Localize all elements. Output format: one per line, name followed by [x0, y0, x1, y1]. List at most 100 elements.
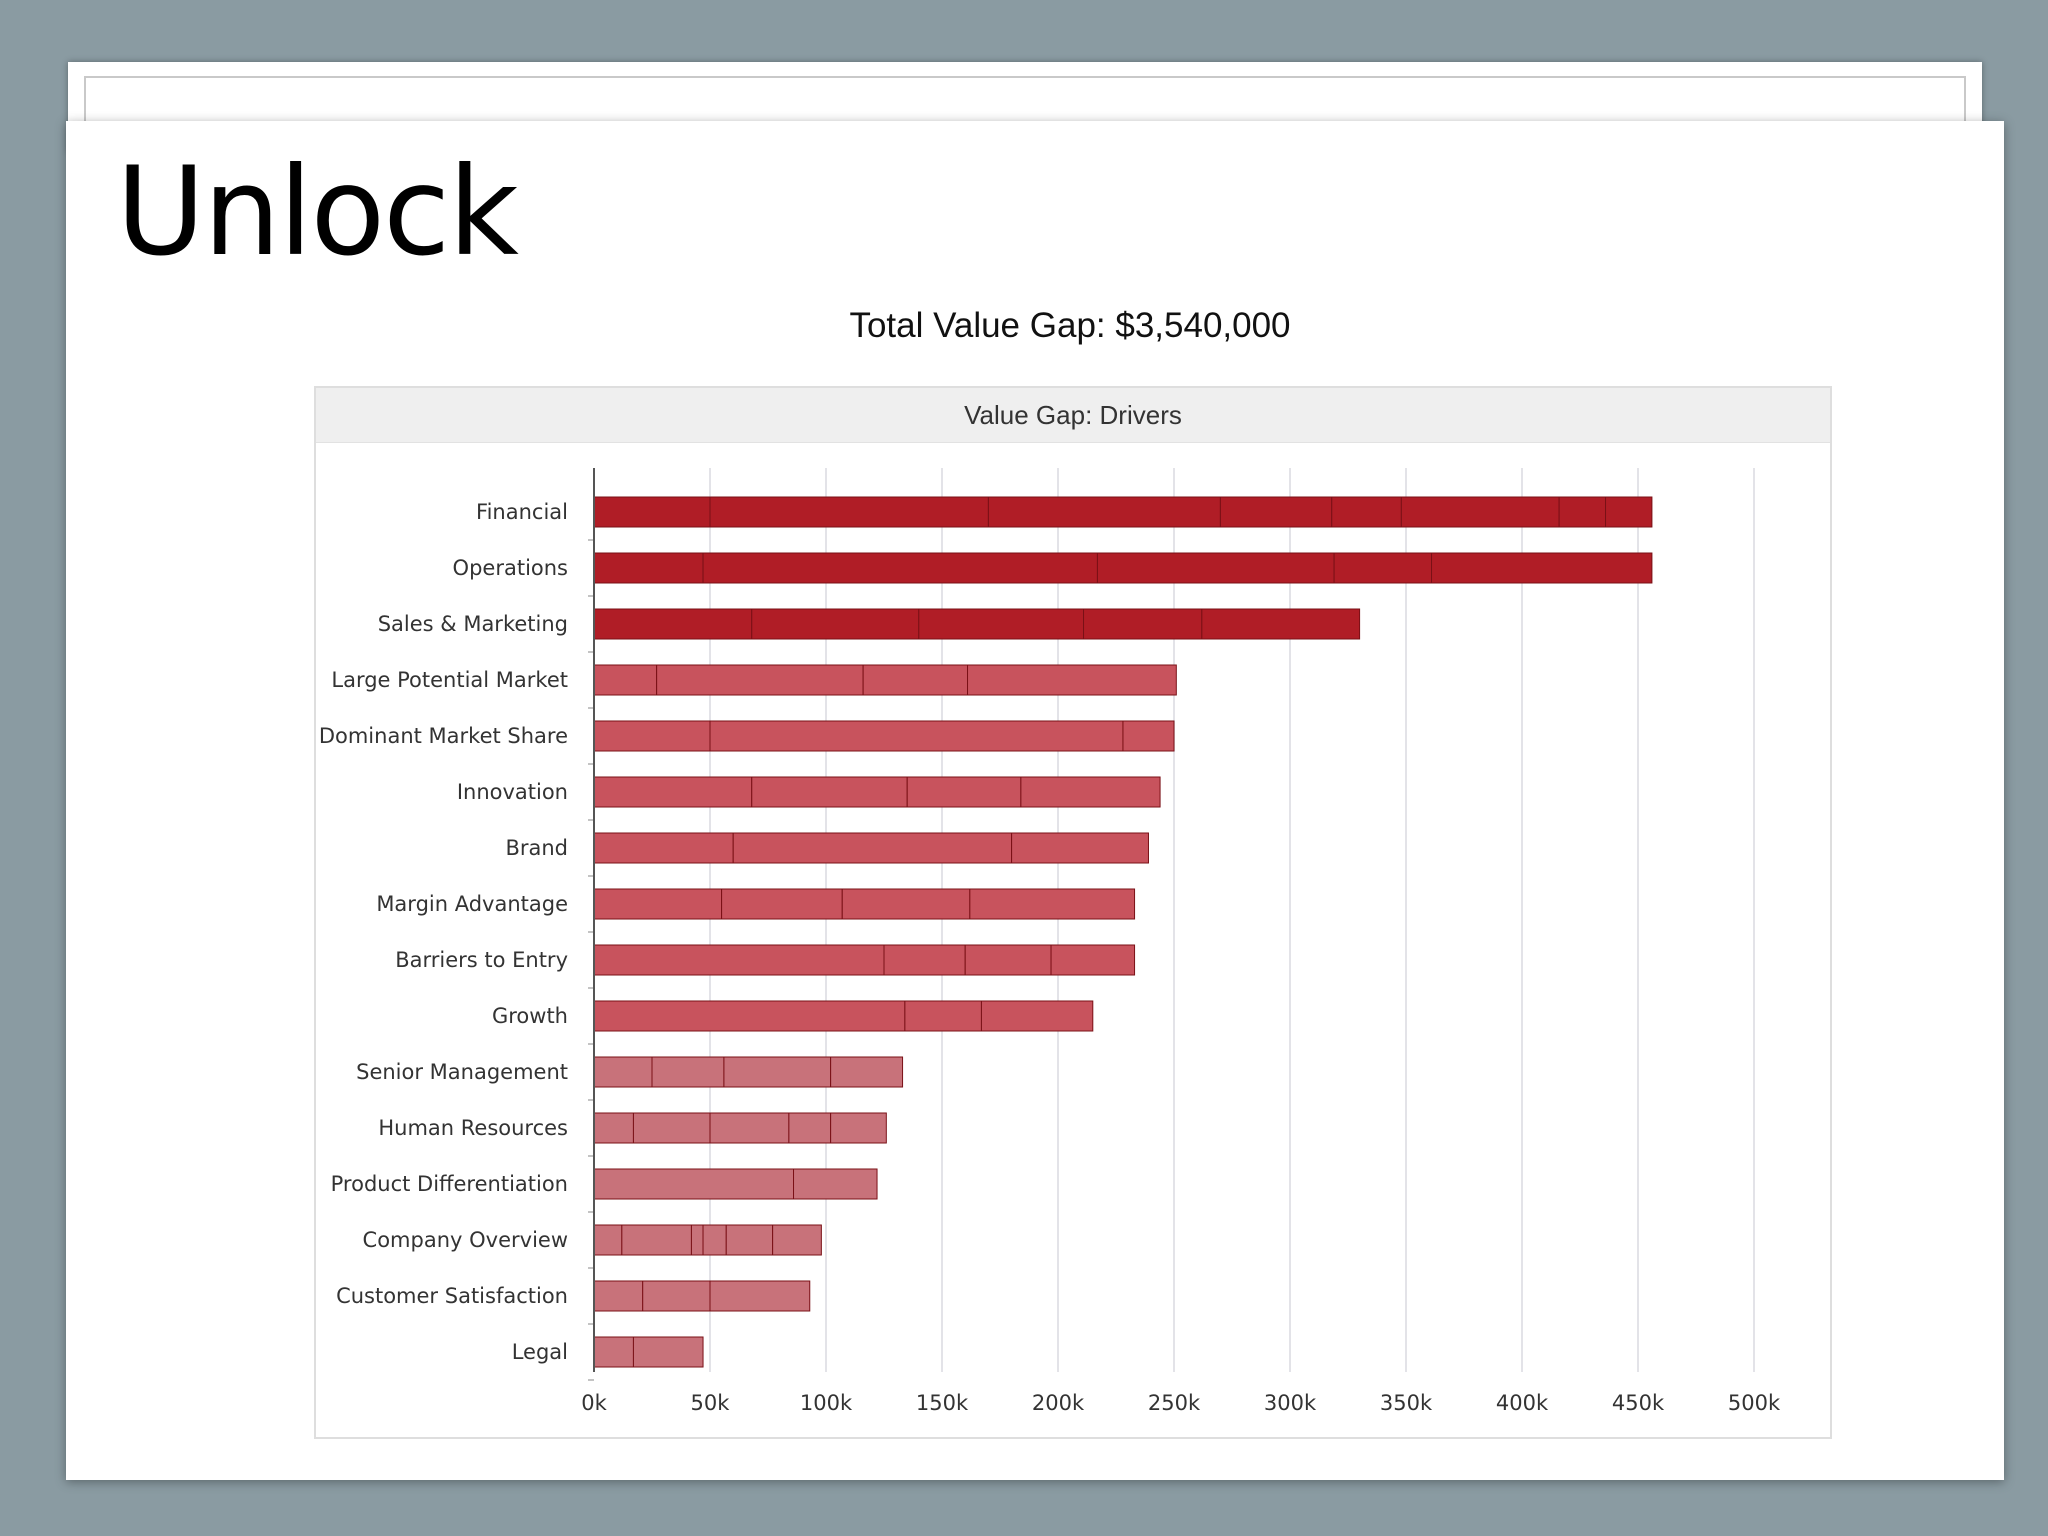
chart-panel: Value Gap: Drivers Financial Operations Sa…	[314, 386, 1832, 1439]
bar-segment	[593, 1224, 623, 1256]
bar-segment	[788, 1112, 832, 1144]
bar-segment	[593, 1056, 653, 1088]
bar-segment	[1219, 496, 1333, 528]
bar-segment	[709, 720, 1124, 752]
bar-segment	[593, 1112, 634, 1144]
bar-segment	[1400, 496, 1560, 528]
gridlines	[709, 468, 1755, 1372]
category-label: Senior Management	[356, 1060, 568, 1084]
bar-segment	[723, 1056, 832, 1088]
bar-segment	[709, 1280, 811, 1312]
bar-segment	[987, 496, 1221, 528]
category-label: Large Potential Market	[331, 668, 568, 692]
bar-segment	[830, 1056, 904, 1088]
bar-segment	[918, 608, 1085, 640]
bar-chart: Financial Operations Sales & Marketing Larg…	[319, 468, 1781, 1415]
category-label: Company Overview	[363, 1228, 568, 1252]
category-label: Barriers to Entry	[395, 948, 568, 972]
bar-segment	[862, 664, 969, 696]
bar-segment	[632, 1336, 704, 1368]
bar-segment	[751, 776, 908, 808]
bar-segment	[593, 552, 704, 584]
bar-segment	[751, 608, 920, 640]
bar-segment	[1050, 944, 1136, 976]
x-tick-label: 200k	[1032, 1391, 1085, 1415]
x-tick-label: 50k	[691, 1391, 731, 1415]
bar-segment	[1331, 496, 1402, 528]
bar-segment	[593, 776, 753, 808]
bar-segment	[1431, 552, 1653, 584]
bar-segment	[1333, 552, 1433, 584]
bar-segment	[702, 552, 1098, 584]
background-slide-border	[84, 76, 1966, 158]
x-tick-label: 350k	[1380, 1391, 1433, 1415]
category-label: Margin Advantage	[376, 892, 568, 916]
bar-segment	[593, 944, 885, 976]
bar-segment	[969, 888, 1136, 920]
x-tick-label: 0k	[581, 1391, 607, 1415]
bar-segment	[593, 608, 753, 640]
x-tick-label: 400k	[1496, 1391, 1549, 1415]
bar-series	[588, 496, 1653, 1381]
category-label: Innovation	[457, 780, 568, 804]
category-label: Operations	[453, 556, 568, 580]
category-label: Dominant Market Share	[319, 724, 568, 748]
category-label: Brand	[505, 836, 568, 860]
x-tick-label: 450k	[1612, 1391, 1665, 1415]
bar-segment	[964, 944, 1052, 976]
bar-segment	[1122, 720, 1175, 752]
bar-segment	[621, 1224, 692, 1256]
bar-segment	[593, 1168, 795, 1200]
bar-segment	[725, 1224, 774, 1256]
bar-segment	[709, 1112, 790, 1144]
bar-segment	[593, 832, 734, 864]
category-labels: Financial Operations Sales & Marketing Larg…	[319, 500, 568, 1364]
chart-title: Value Gap: Drivers	[316, 388, 1830, 443]
category-label: Human Resources	[378, 1116, 568, 1140]
category-label: Customer Satisfaction	[336, 1284, 568, 1308]
x-tick-label: 250k	[1148, 1391, 1201, 1415]
slide-title: Unlock	[116, 141, 519, 283]
x-tick-labels: 0k 50k 100k 150k 200k 250k 300k 350k 400k 450k 500…	[581, 1391, 1781, 1415]
bar-segment	[1096, 552, 1335, 584]
x-tick-label: 300k	[1264, 1391, 1317, 1415]
bar-segment	[656, 664, 864, 696]
bar-segment	[593, 720, 711, 752]
bar-segment	[906, 776, 1022, 808]
x-tick-label: 100k	[800, 1391, 853, 1415]
bar-segment	[1605, 496, 1653, 528]
bar-segment	[593, 496, 711, 528]
total-value-gap: Total Value Gap: $3,540,000	[849, 306, 1291, 345]
bar-segment	[593, 664, 658, 696]
x-tick-label: 150k	[916, 1391, 969, 1415]
bar-segment	[967, 664, 1177, 696]
bar-segment	[593, 888, 723, 920]
bar-segment	[1011, 832, 1149, 864]
bar-segment	[593, 1000, 906, 1032]
category-label: Financial	[476, 500, 568, 524]
x-tick-label: 500k	[1728, 1391, 1781, 1415]
bar-segment	[772, 1224, 822, 1256]
bar-segment	[830, 1112, 887, 1144]
bar-segment	[904, 1000, 982, 1032]
slide: Unlock Total Value Gap: $3,540,000 Value…	[66, 121, 2004, 1480]
bar-segment	[721, 888, 843, 920]
category-label: Sales & Marketing	[378, 612, 568, 636]
bar-segment	[593, 1336, 634, 1368]
bar-segment	[1020, 776, 1161, 808]
bar-segment	[841, 888, 971, 920]
bar-segment	[709, 496, 989, 528]
bar-segment	[1083, 608, 1203, 640]
category-label: Legal	[512, 1340, 568, 1364]
category-label: Growth	[492, 1004, 568, 1028]
bar-segment	[702, 1224, 727, 1256]
bar-segment	[690, 1224, 704, 1256]
bar-segment	[793, 1168, 878, 1200]
bar-segment	[980, 1000, 1094, 1032]
category-label: Product Differentiation	[331, 1172, 568, 1196]
bar-segment	[1558, 496, 1607, 528]
bar-segment	[732, 832, 1013, 864]
bar-segment	[883, 944, 966, 976]
bar-segment	[593, 1280, 644, 1312]
bar-segment	[1201, 608, 1361, 640]
